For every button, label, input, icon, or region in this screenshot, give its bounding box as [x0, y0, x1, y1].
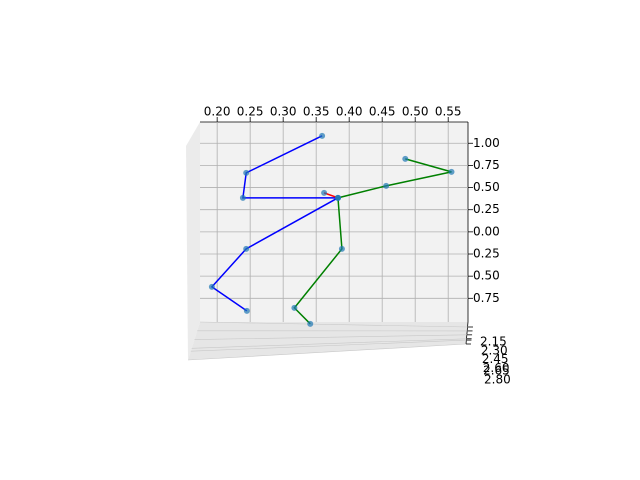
joint-marker [243, 245, 250, 252]
z-tick-label: 2.45 [482, 352, 509, 366]
y-tick-label: 0.75 [473, 158, 500, 172]
joint-marker [243, 307, 250, 314]
joint-marker [208, 283, 215, 290]
joint-marker [239, 194, 246, 201]
joint-marker [338, 245, 345, 252]
z-tick-label: 2.30 [481, 343, 508, 357]
joint-marker [334, 194, 341, 201]
z-tick-label: 2.15 [480, 335, 507, 349]
grid-line [187, 343, 467, 361]
x-tick-label: 0.25 [237, 105, 264, 119]
y-tick-label: 0.50 [473, 180, 500, 194]
grid-line [199, 321, 469, 328]
joint-marker [321, 189, 328, 196]
y-tick-label: 0.50 [473, 269, 500, 283]
z-tick-label: 2.80 [484, 373, 511, 387]
joint-marker [291, 304, 298, 311]
grid-line [190, 339, 467, 352]
joint-marker [319, 132, 326, 139]
grid-line [194, 334, 468, 340]
z-tick-label: 2.60 [483, 361, 510, 375]
y-tick-label: 0.25 [473, 202, 500, 216]
joint-marker [383, 182, 390, 189]
floor-pane [188, 322, 468, 360]
z-tick-label: 2.65 [483, 364, 510, 378]
y-tick-label: 0.75 [473, 291, 500, 305]
x-tick-label: 0.55 [435, 105, 462, 119]
x-tick-label: 0.40 [336, 105, 363, 119]
left-pane [186, 122, 200, 360]
joint-marker [402, 155, 409, 162]
y-tick-label: 0.25 [473, 247, 500, 261]
x-tick-label: 0.20 [204, 105, 231, 119]
joint-marker [243, 169, 250, 176]
grid-line [191, 338, 467, 349]
x-tick-label: 0.30 [270, 105, 297, 119]
y-tick-label: 0.00 [473, 224, 500, 238]
y-tick-label: 1.00 [473, 136, 500, 150]
x-tick-label: 0.45 [369, 105, 396, 119]
x-tick-label: 0.35 [303, 105, 330, 119]
joint-marker [307, 320, 314, 327]
x-tick-label: 0.50 [402, 105, 429, 119]
joint-marker [448, 168, 455, 175]
back-pane [200, 122, 468, 322]
